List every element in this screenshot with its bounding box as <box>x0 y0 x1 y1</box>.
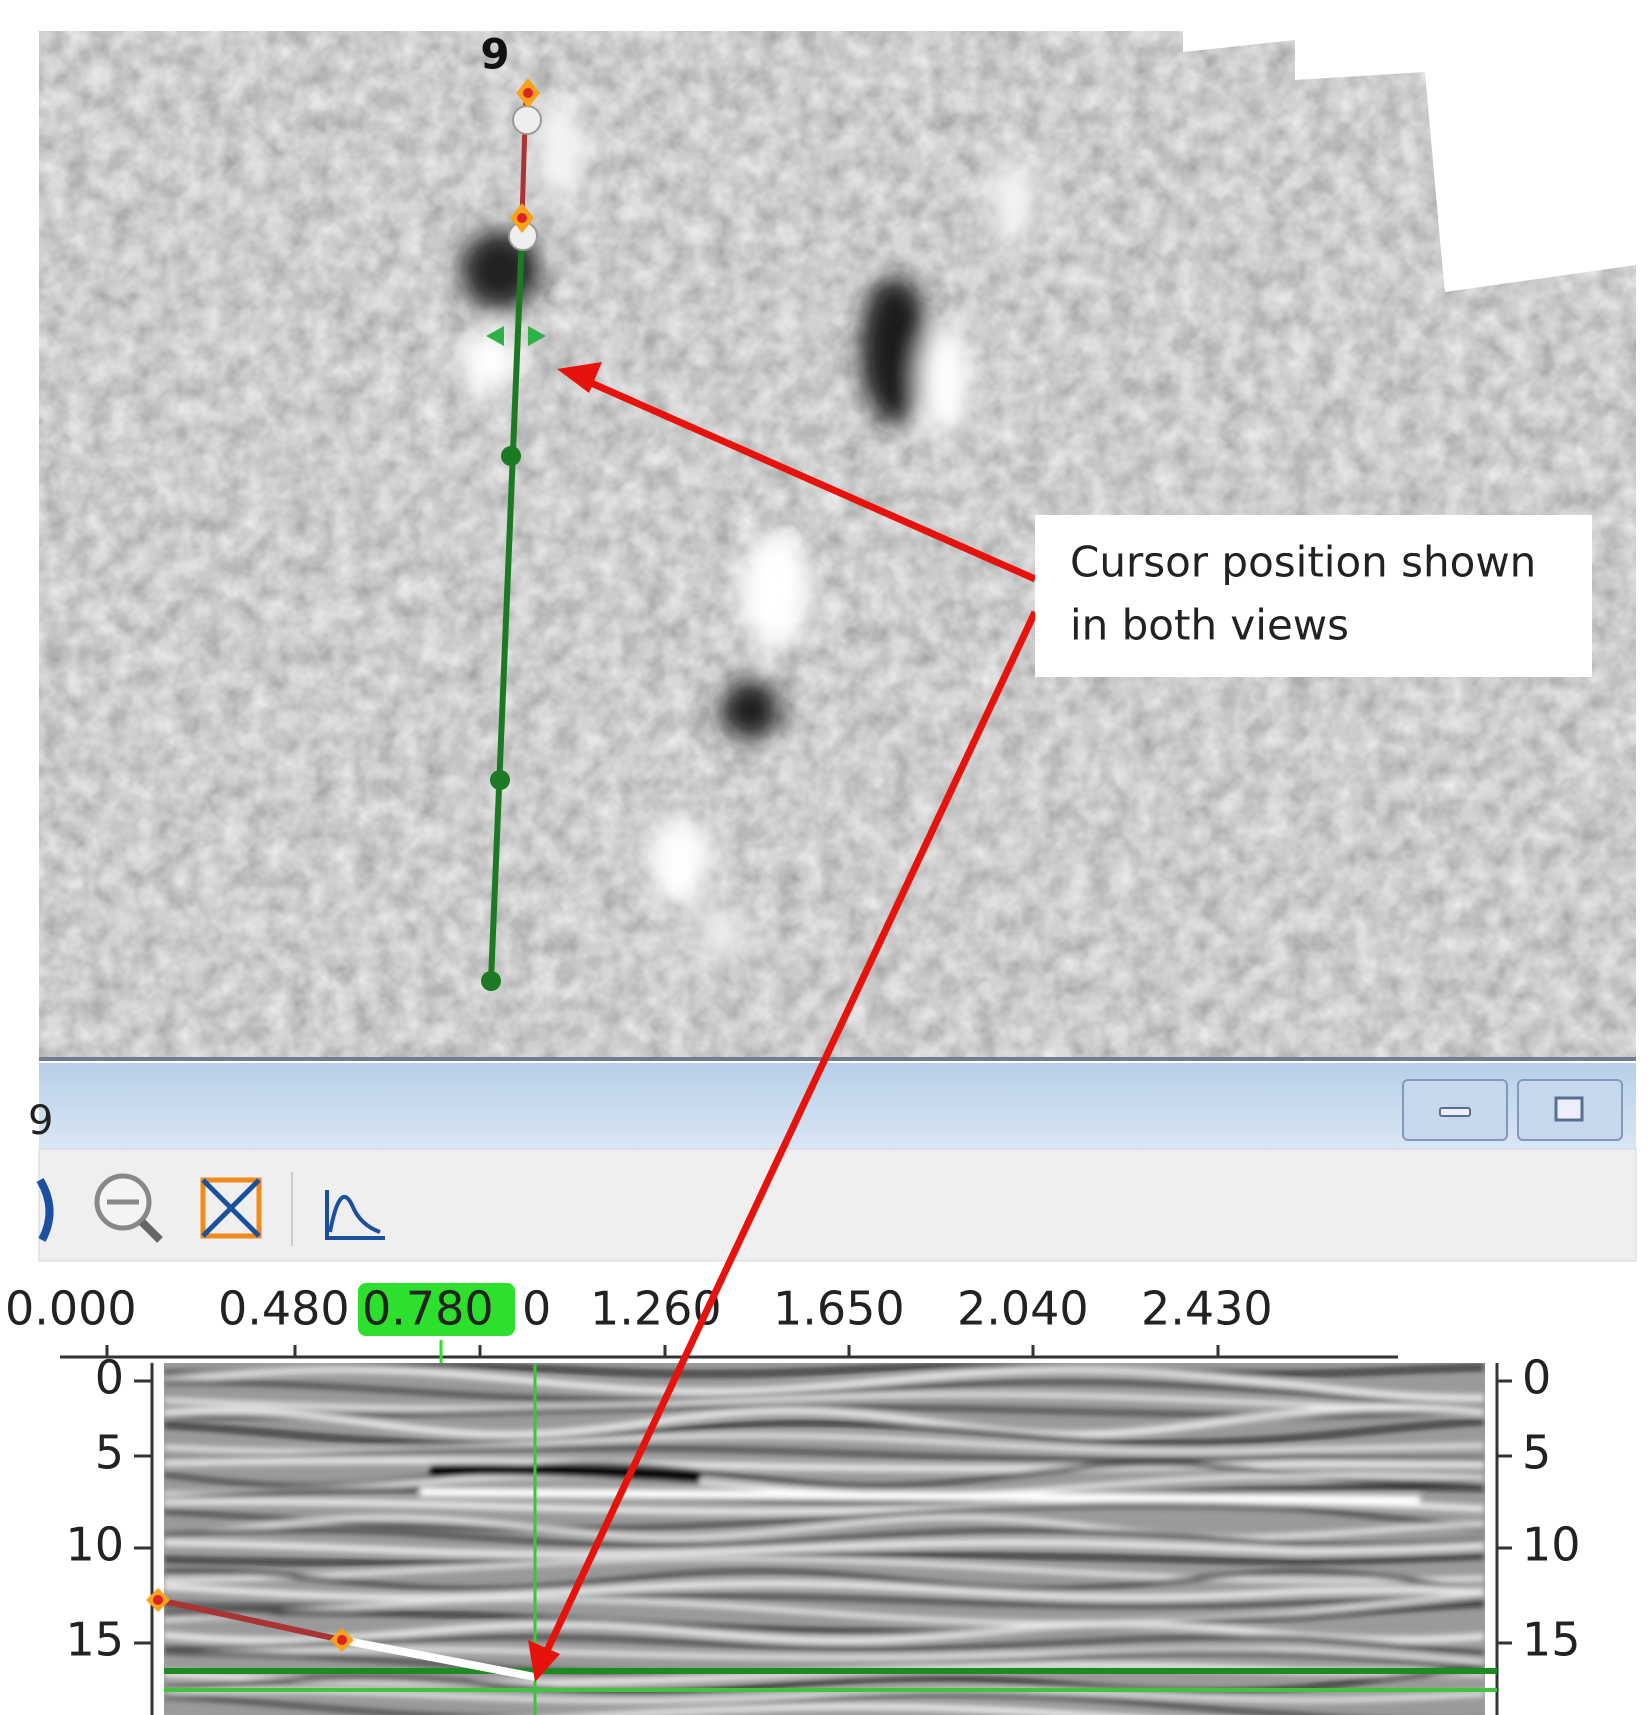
toolbar <box>39 1149 1636 1261</box>
screenshot: 9 9 0.0000.4800.78001.2601.6502.0402.430 <box>0 0 1651 1715</box>
distance-label: 0.000 <box>5 1282 137 1336</box>
distance-label: 0.780 <box>362 1282 494 1336</box>
page: 9 9 0.0000.4800.78001.2601.6502.0402.430 <box>0 0 1651 1715</box>
divider <box>39 1057 1636 1061</box>
distance-label: 1.650 <box>773 1282 905 1336</box>
line-label: 9 <box>480 30 509 79</box>
distance-label: 2.040 <box>957 1282 1089 1336</box>
depth-label: 15 <box>65 1613 124 1667</box>
depth-label: 5 <box>95 1426 124 1480</box>
depth-label: 10 <box>65 1518 124 1572</box>
distance-label: 0 <box>522 1282 551 1336</box>
depth-label: 0 <box>95 1351 124 1405</box>
distance-label: 0.480 <box>218 1282 350 1336</box>
depth-label: 5 <box>1522 1426 1551 1480</box>
depth-label: 10 <box>1522 1518 1581 1572</box>
callout-text: in both views <box>1070 601 1349 650</box>
distance-label: 2.430 <box>1141 1282 1273 1336</box>
window-title-bar <box>39 1063 1636 1149</box>
depth-label: 0 <box>1522 1351 1551 1405</box>
depth-labels-right: 0 5 10 15 <box>1497 1351 1581 1667</box>
depth-labels-left: 0 5 10 15 <box>65 1351 152 1667</box>
depth-label: 15 <box>1522 1613 1581 1667</box>
radargram <box>164 1363 1485 1715</box>
window-title: 9 <box>28 1098 53 1144</box>
callout-text: Cursor position shown <box>1070 538 1536 587</box>
